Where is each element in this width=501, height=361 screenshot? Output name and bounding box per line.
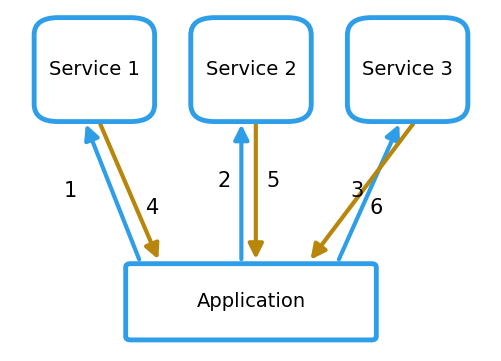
FancyBboxPatch shape bbox=[190, 18, 311, 122]
Text: 1: 1 bbox=[64, 181, 77, 201]
FancyBboxPatch shape bbox=[347, 18, 467, 122]
Text: Service 2: Service 2 bbox=[205, 60, 296, 79]
Text: 3: 3 bbox=[350, 181, 363, 201]
FancyBboxPatch shape bbox=[34, 18, 154, 122]
Text: Service 1: Service 1 bbox=[49, 60, 140, 79]
Text: 6: 6 bbox=[369, 198, 382, 218]
Text: 5: 5 bbox=[266, 170, 279, 191]
FancyBboxPatch shape bbox=[125, 264, 376, 340]
Text: 2: 2 bbox=[217, 170, 230, 191]
Text: Service 3: Service 3 bbox=[361, 60, 452, 79]
Text: Application: Application bbox=[196, 292, 305, 311]
Text: 4: 4 bbox=[145, 198, 158, 218]
